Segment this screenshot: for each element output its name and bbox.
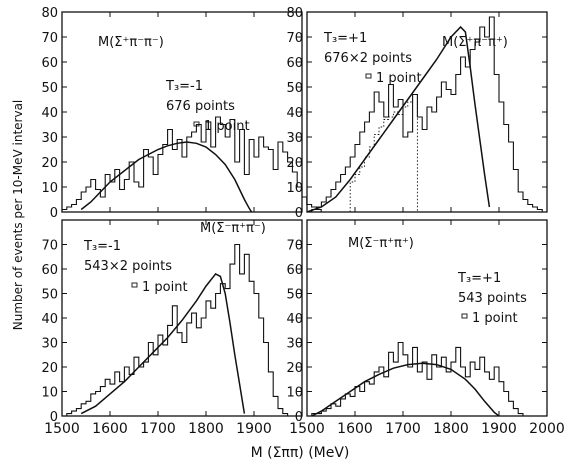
y-tick-label: 40 <box>286 312 303 327</box>
y-tick-label: 20 <box>41 361 58 376</box>
y-tick-label: 0 <box>295 206 303 221</box>
annotation-point-count: 676×2 points <box>324 51 412 66</box>
x-tick-label: 1700 <box>385 421 421 437</box>
fit-curve <box>80 272 246 415</box>
x-tick-label: 1800 <box>188 421 224 437</box>
x-tick-label: 1700 <box>140 421 176 437</box>
x-tick-label: 1500 <box>44 421 80 437</box>
legend-box-symbol <box>461 313 468 319</box>
y-tick-label: 40 <box>286 106 303 121</box>
y-tick-label: 70 <box>41 239 58 254</box>
y-tick-label: 0 <box>295 410 303 425</box>
x-tick-label: 1900 <box>481 421 517 437</box>
annotation-unit: 1 point <box>376 71 422 86</box>
y-tick-label: 50 <box>286 288 303 303</box>
x-tick-label: 1800 <box>433 421 469 437</box>
y-axis-label: Number of events per 10-MeV interval <box>11 100 25 331</box>
y-tick-label: 50 <box>41 81 58 96</box>
histogram-steps <box>62 243 293 417</box>
panel-title: M(Σ⁻π⁺π⁻) <box>200 221 266 236</box>
histogram-steps <box>307 16 547 213</box>
y-tick-label: 60 <box>286 56 303 71</box>
annotation-isospin: T₃=-1 <box>165 79 203 94</box>
y-tick-label: 60 <box>41 263 58 278</box>
x-tick-label: 1600 <box>92 421 128 437</box>
legend-box-symbol <box>365 73 372 79</box>
y-tick-label: 40 <box>41 312 58 327</box>
y-tick-label: 20 <box>286 361 303 376</box>
annotation-isospin: T₃=-1 <box>83 239 121 254</box>
y-tick-label: 30 <box>286 337 303 352</box>
panel-title: M(Σ⁻π⁺π⁺) <box>348 236 414 251</box>
y-tick-label: 0 <box>50 410 58 425</box>
y-tick-label: 10 <box>286 181 303 196</box>
legend-box-symbol <box>131 282 138 288</box>
panel-bottom-left: M(Σ⁻π⁺π⁻) T₃=-1 543×2 points 1 point 0 10… <box>41 219 303 437</box>
y-tick-label: 30 <box>41 131 58 146</box>
annotation-point-count: 543×2 points <box>84 259 172 274</box>
panel-bottom-right: M(Σ⁻π⁺π⁺) T₃=+1 543 points 1 point 0 10 20… <box>286 219 565 437</box>
fit-curve <box>311 362 500 417</box>
y-tick-label: 10 <box>41 386 58 401</box>
y-tick-label: 0 <box>50 206 58 221</box>
y-tick-label: 60 <box>286 263 303 278</box>
annotation-unit: 1 point <box>142 280 188 295</box>
x-tick-label: 1600 <box>337 421 373 437</box>
y-tick-label: 50 <box>286 81 303 96</box>
panel-title: M(Σ⁺π⁻π⁻) <box>98 35 164 50</box>
y-tick-label: 40 <box>41 106 58 121</box>
y-tick-label: 50 <box>41 288 58 303</box>
annotation-point-count: 543 points <box>458 291 527 306</box>
y-tick-label: 10 <box>41 181 58 196</box>
y-tick-label: 70 <box>41 31 58 46</box>
y-tick-label: 20 <box>286 156 303 171</box>
histogram-dotted-steps <box>349 94 418 212</box>
panel-top-left: M(Σ⁺π⁻π⁻) T₃=-1 676 points 1 point 01020… <box>41 6 322 221</box>
y-tick-label: 60 <box>41 56 58 71</box>
annotation-point-count: 676 points <box>166 99 235 114</box>
histogram-steps <box>307 341 528 417</box>
fit-curve <box>306 25 491 213</box>
y-tick-label: 30 <box>286 131 303 146</box>
y-tick-label: 30 <box>41 337 58 352</box>
x-tick-label: 1500 <box>289 421 325 437</box>
histogram-steps <box>61 116 322 212</box>
annotation-unit: 1 point <box>472 311 518 326</box>
annotation-isospin: T₃=+1 <box>457 271 501 286</box>
panel-top-right: M(Σ⁺π⁻π⁺) T₃=+1 676×2 points 1 point 010… <box>286 6 548 221</box>
x-axis-label: M (Σππ) (MeV) <box>251 445 350 461</box>
x-tick-label: 1900 <box>236 421 272 437</box>
x-tick-label: 2000 <box>529 421 565 437</box>
y-tick-label: 80 <box>41 6 58 21</box>
y-tick-label: 70 <box>286 239 303 254</box>
annotation-isospin: T₃=+1 <box>323 31 367 46</box>
y-tick-label: 20 <box>41 156 58 171</box>
y-tick-label: 10 <box>286 386 303 401</box>
fit-curve <box>80 141 253 213</box>
y-tick-label: 70 <box>286 31 303 46</box>
y-tick-label: 80 <box>286 6 303 21</box>
